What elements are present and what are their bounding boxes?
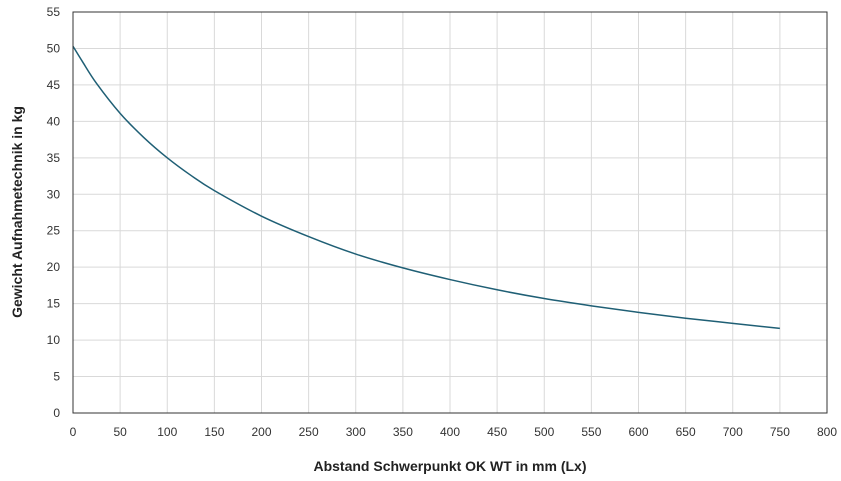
series-layer bbox=[72, 45, 780, 330]
x-tick-label: 450 bbox=[487, 425, 507, 439]
y-tick-label: 30 bbox=[47, 187, 61, 201]
x-tick-label: 750 bbox=[770, 425, 790, 439]
x-tick-label: 500 bbox=[534, 425, 554, 439]
x-tick-label: 350 bbox=[393, 425, 413, 439]
y-tick-label: 20 bbox=[47, 260, 61, 274]
y-tick-label: 0 bbox=[53, 406, 60, 420]
y-tick-label: 50 bbox=[47, 41, 61, 55]
x-tick-label: 550 bbox=[581, 425, 601, 439]
y-tick-label: 10 bbox=[47, 333, 61, 347]
tick-labels: 0 50 100 150 200 250 300 350 400 450 500 550 600 650 7… bbox=[47, 5, 838, 439]
series-line bbox=[72, 45, 780, 330]
x-tick-label: 0 bbox=[70, 425, 77, 439]
x-tick-label: 200 bbox=[251, 425, 271, 439]
grid bbox=[72, 11, 828, 414]
x-tick-label: 400 bbox=[440, 425, 460, 439]
x-tick-label: 50 bbox=[113, 425, 127, 439]
x-tick-label: 100 bbox=[157, 425, 177, 439]
y-tick-label: 15 bbox=[47, 297, 61, 311]
x-tick-label: 800 bbox=[817, 425, 837, 439]
x-tick-label: 300 bbox=[346, 425, 366, 439]
plot-frame bbox=[72, 11, 828, 414]
y-tick-label: 35 bbox=[47, 151, 61, 165]
x-tick-label: 650 bbox=[676, 425, 696, 439]
x-axis-title: Abstand Schwerpunkt OK WT in mm (Lx) bbox=[313, 458, 586, 474]
y-tick-label: 5 bbox=[53, 370, 60, 384]
x-tick-label: 250 bbox=[299, 425, 319, 439]
y-tick-label: 55 bbox=[47, 5, 61, 19]
y-tick-label: 45 bbox=[47, 78, 61, 92]
y-axis-title: Gewicht Aufnahmetechnik in kg bbox=[9, 106, 25, 318]
x-tick-label: 600 bbox=[628, 425, 648, 439]
y-tick-label: 40 bbox=[47, 114, 61, 128]
y-tick-label: 25 bbox=[47, 224, 61, 238]
x-tick-label: 150 bbox=[204, 425, 224, 439]
x-tick-label: 700 bbox=[723, 425, 743, 439]
